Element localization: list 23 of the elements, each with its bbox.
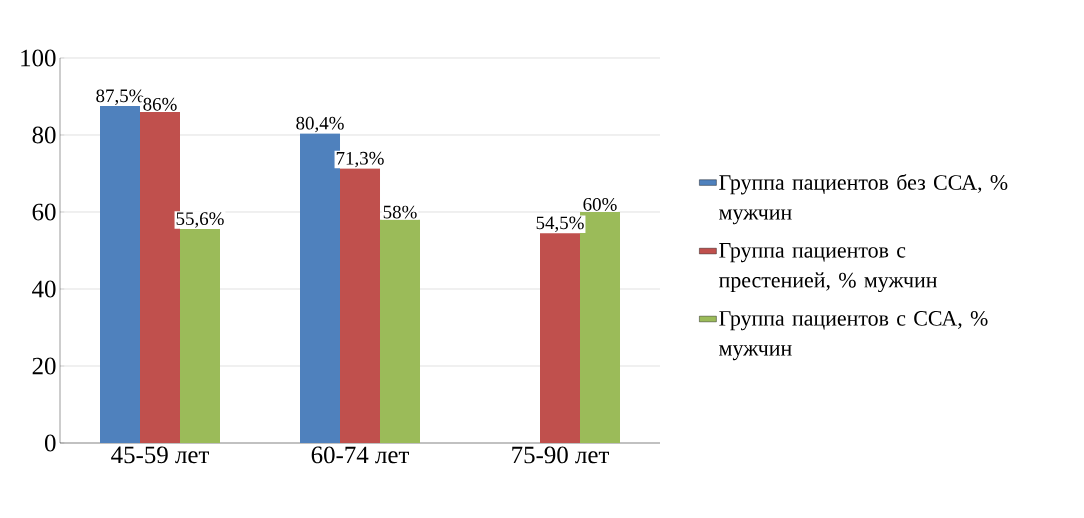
x-tick-label: 75-90 лет <box>512 446 609 464</box>
y-tick-label: 40 <box>32 280 56 298</box>
bar <box>180 228 220 443</box>
y-tick-label: 0 <box>44 434 56 452</box>
bar <box>540 233 580 443</box>
legend-label: Группа пациентов без ССА, % мужчин <box>719 173 1008 225</box>
legend-label: Группа пациентов с ССА, % мужчин <box>719 310 988 361</box>
x-tick-label: 45-59 лет <box>111 446 209 464</box>
data-label: 80,4% <box>296 116 344 133</box>
data-label: 87,5% <box>96 89 144 105</box>
data-label: 55,6% <box>176 212 224 228</box>
y-tick-label: 80 <box>32 126 56 144</box>
legend-label: Группа пациентов с престенией, % мужчин <box>718 243 937 293</box>
y-tick-label: 60 <box>32 203 56 221</box>
data-label: 71,3% <box>336 151 384 168</box>
data-label: 58% <box>383 205 417 219</box>
bar <box>100 106 140 443</box>
x-tick-label: 60-74 лет <box>311 446 409 464</box>
y-tick-label: 100 <box>21 49 56 67</box>
y-tick-label: 20 <box>32 357 56 375</box>
data-label: 54,5% <box>536 216 584 232</box>
data-label: 86% <box>143 97 177 111</box>
data-label: 60% <box>583 197 617 211</box>
